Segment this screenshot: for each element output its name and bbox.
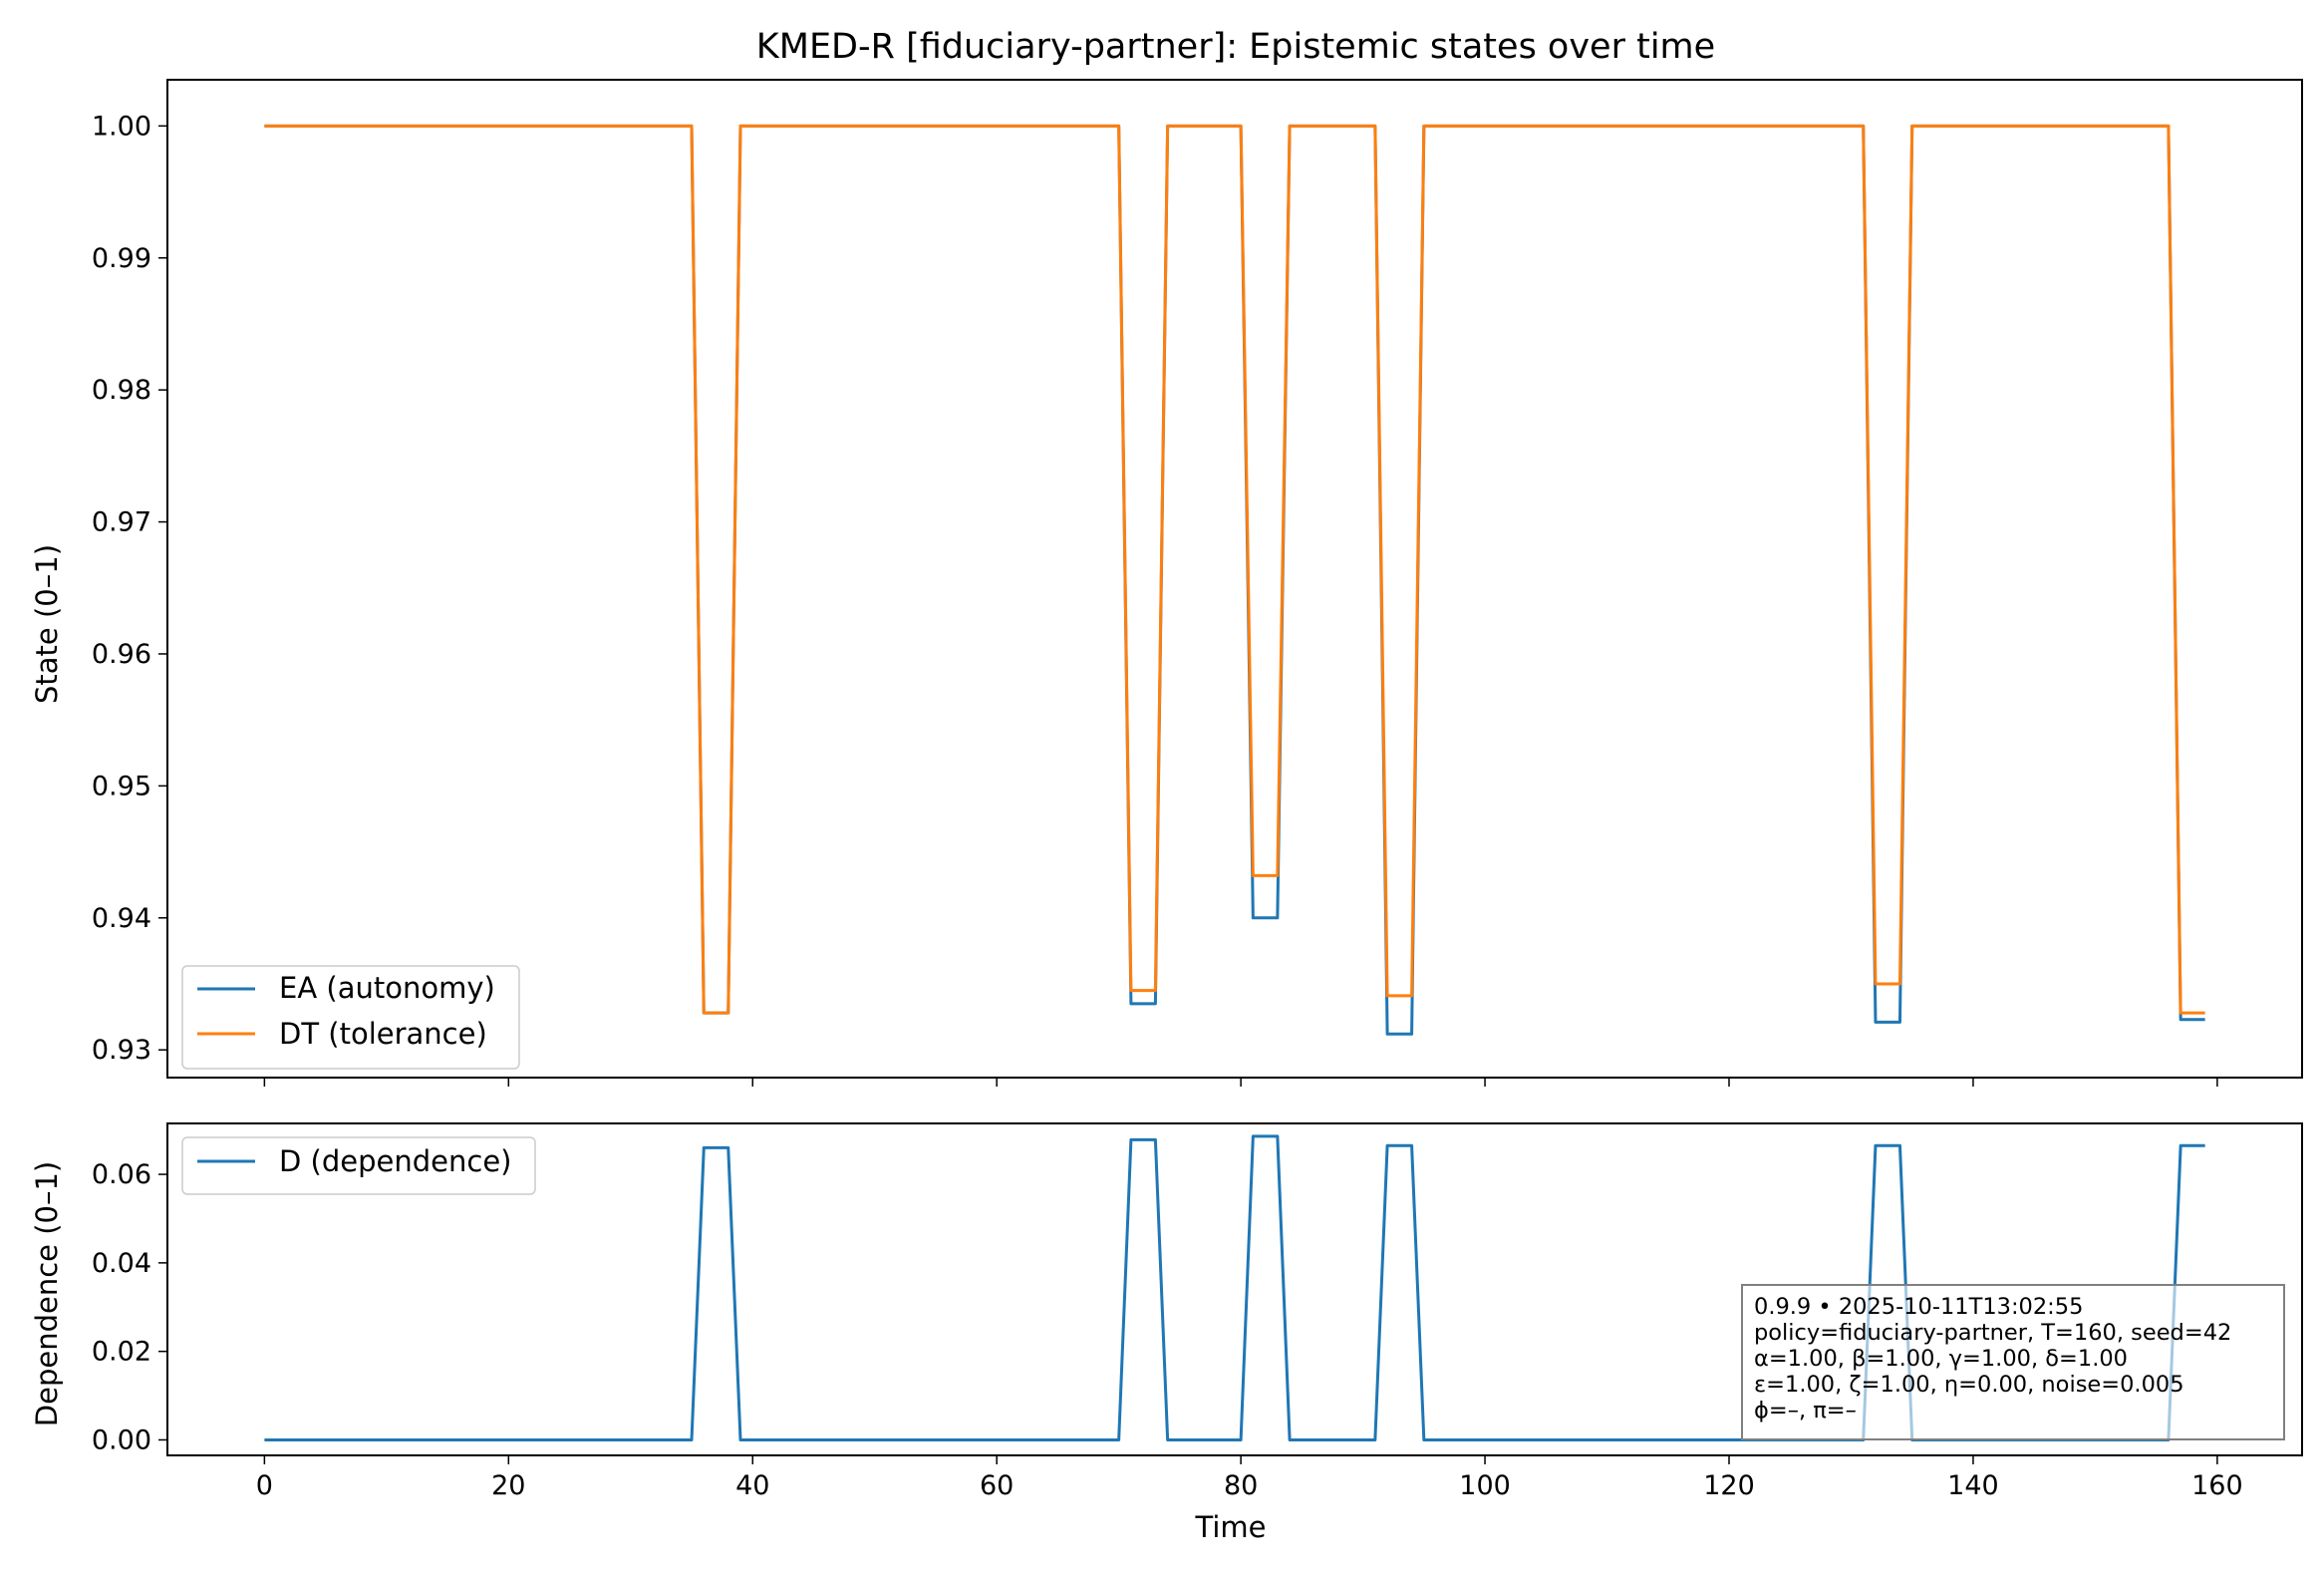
top-axes-frame [166, 79, 2303, 1079]
bottom-xtick-label: 160 [2191, 1470, 2243, 1501]
info-line-params-1: α=1.00, β=1.00, γ=1.00, δ=1.00 [1754, 1346, 2128, 1372]
top-ytick-label: 0.94 [92, 903, 151, 934]
info-line-params-3: ϕ=–, π=– [1754, 1398, 1857, 1423]
bottom-legend-box [181, 1136, 536, 1195]
bottom-ytick-label: 0.02 [92, 1337, 151, 1368]
bottom-series-d [264, 1134, 2205, 1441]
top-series-dt [264, 124, 2205, 1015]
top-ytick-label: 0.96 [92, 639, 151, 670]
info-line-version: 0.9.9 • 2025-10-11T13:02:55 [1754, 1294, 2083, 1320]
info-line-params-2: ε=1.00, ζ=1.00, η=0.00, noise=0.005 [1754, 1372, 2184, 1398]
top-ytick-label: 0.93 [92, 1035, 151, 1066]
bottom-xtick-label: 60 [980, 1470, 1014, 1501]
legend-label-dt: DT (tolerance) [279, 1017, 487, 1051]
chart-title: KMED-R [fiduciary-partner]: Epistemic st… [756, 27, 1715, 67]
top-ytick-label: 1.00 [92, 111, 151, 142]
bottom-xtick-label: 40 [735, 1470, 769, 1501]
bottom-xtick-label: 20 [491, 1470, 525, 1501]
bottom-legend: D (dependence) [181, 1136, 536, 1195]
top-legend: EA (autonomy) DT (tolerance) [181, 965, 520, 1070]
bottom-plot-area: 0.00 0.02 0.04 0.06 0 20 40 60 80 100 120 140 160 [92, 1122, 2303, 1501]
info-line-policy: policy=fiduciary-partner, T=160, seed=42 [1754, 1320, 2231, 1346]
legend-label-d: D (dependence) [279, 1144, 511, 1178]
bottom-xtick-label: 120 [1703, 1470, 1755, 1501]
top-plot-area: 0.93 0.94 0.95 0.96 0.97 0.98 0.99 1.00 [92, 79, 2303, 1087]
top-ytick-label: 0.99 [92, 243, 151, 274]
top-legend-box [181, 965, 520, 1070]
top-y-axis-label: State (0–1) [30, 544, 64, 704]
bottom-axes-frame [166, 1122, 2303, 1456]
bottom-xtick-label: 100 [1459, 1470, 1511, 1501]
top-ytick-label: 0.98 [92, 375, 151, 406]
bottom-xtick-label: 0 [256, 1470, 273, 1501]
info-box: 0.9.9 • 2025-10-11T13:02:55 policy=fiduc… [1741, 1284, 2285, 1440]
info-box-frame [1741, 1284, 2285, 1440]
legend-label-ea: EA (autonomy) [279, 971, 495, 1005]
bottom-ytick-label: 0.06 [92, 1159, 151, 1190]
bottom-xtick-label: 140 [1947, 1470, 1999, 1501]
top-ytick-label: 0.95 [92, 771, 151, 801]
bottom-ytick-label: 0.04 [92, 1248, 151, 1279]
bottom-ytick-label: 0.00 [92, 1424, 151, 1455]
bottom-y-axis-label: Dependence (0–1) [30, 1161, 64, 1426]
top-ytick-label: 0.97 [92, 507, 151, 538]
x-axis-label: Time [1195, 1510, 1267, 1544]
bottom-xtick-label: 80 [1224, 1470, 1258, 1501]
